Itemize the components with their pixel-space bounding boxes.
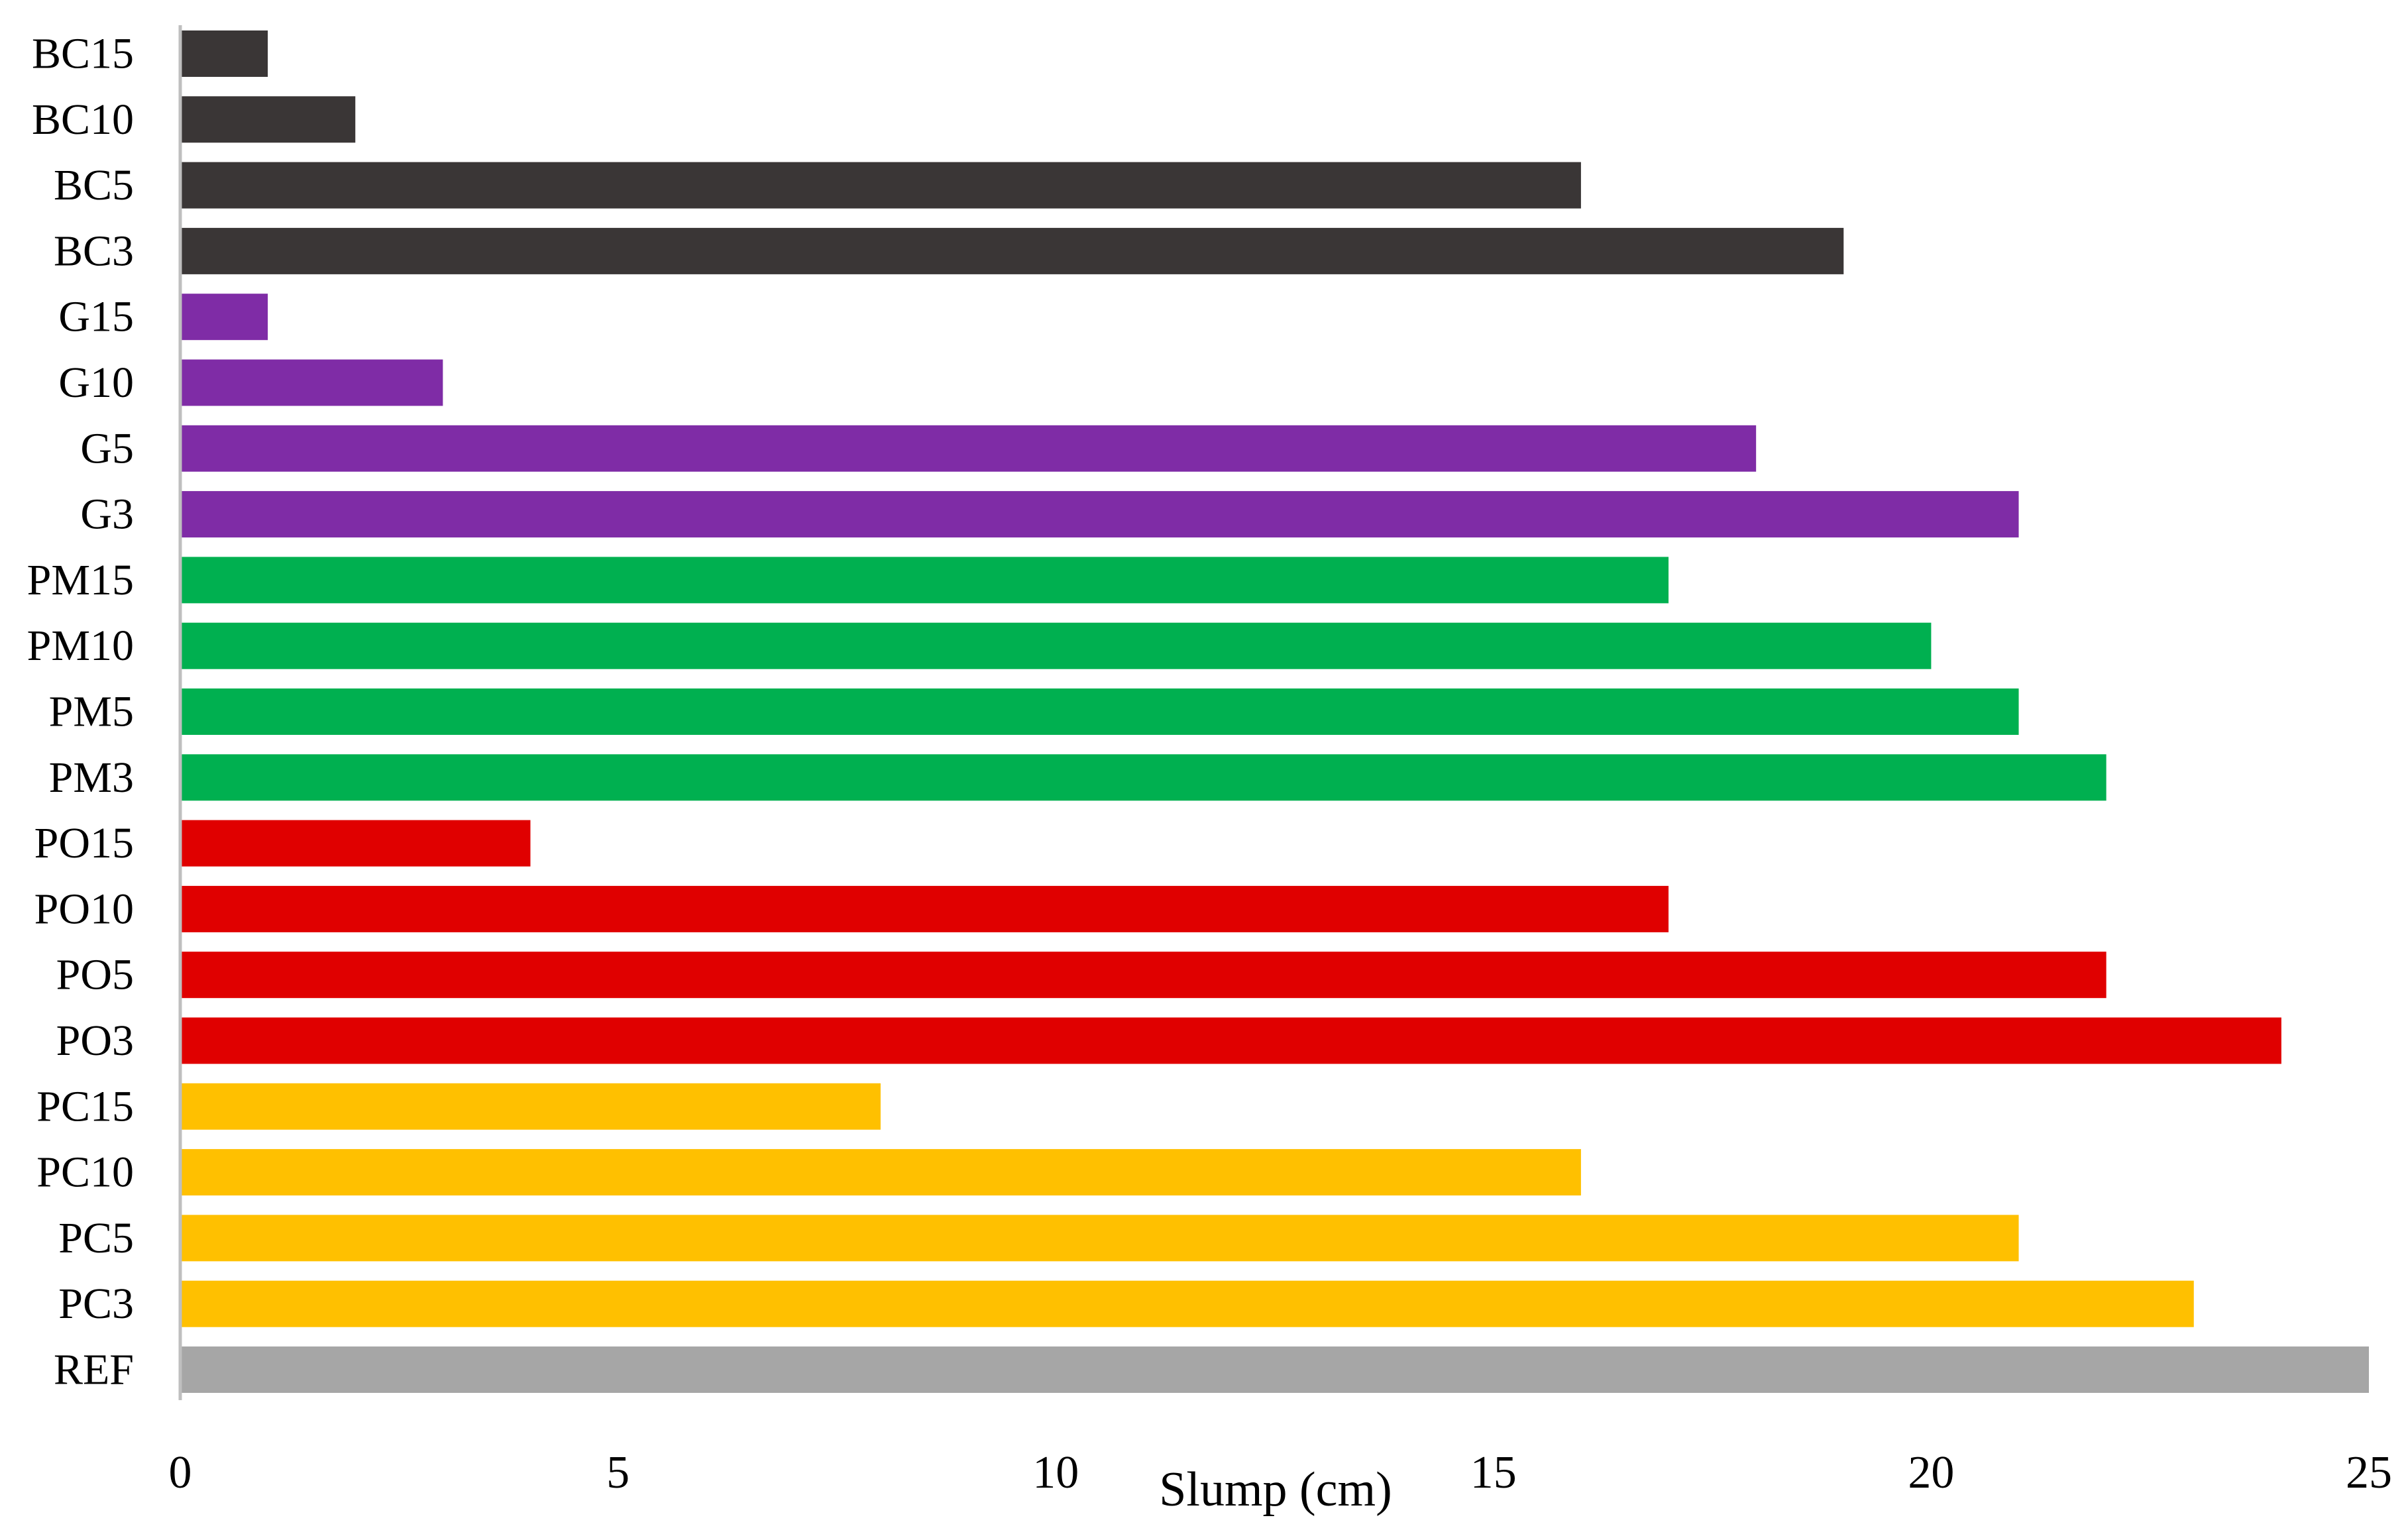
category-label-g5: G5 — [80, 424, 134, 472]
category-label-ref: REF — [54, 1346, 134, 1394]
x-tick-label-20: 20 — [1908, 1447, 1954, 1498]
bar-po15 — [180, 820, 531, 867]
bar-pc15 — [180, 1083, 881, 1130]
x-tick-label-0: 0 — [169, 1447, 192, 1498]
x-tick-label-25: 25 — [2346, 1447, 2392, 1498]
x-tick-labels: 0 5 10 15 20 25 — [169, 1447, 2393, 1498]
category-label-bc10: BC10 — [32, 95, 134, 144]
bar-bc10 — [180, 96, 356, 143]
category-label-pc5: PC5 — [58, 1214, 134, 1262]
category-label-po10: PO10 — [34, 885, 134, 933]
category-label-pc10: PC10 — [36, 1148, 134, 1197]
category-labels: BC15 BC10 BC5 BC3 G15 G10 G5 G3 PM15 PM10 PM5 PM3 PO… — [27, 30, 134, 1394]
bar-g3 — [180, 491, 2019, 538]
category-label-bc15: BC15 — [32, 30, 134, 78]
bar-po5 — [180, 952, 2107, 999]
bar-pm5 — [180, 688, 2019, 735]
category-label-g15: G15 — [58, 293, 134, 341]
category-label-pm10: PM10 — [27, 622, 134, 670]
category-label-pm15: PM15 — [27, 556, 134, 604]
bar-pc10 — [180, 1149, 1581, 1196]
category-label-bc3: BC3 — [54, 227, 134, 275]
category-label-g10: G10 — [58, 358, 134, 407]
bar-po3 — [180, 1017, 2281, 1064]
category-label-g3: G3 — [80, 490, 134, 539]
bar-bc5 — [180, 162, 1581, 209]
bar-pc5 — [180, 1215, 2019, 1262]
bar-g10 — [180, 359, 443, 406]
bar-bc15 — [180, 30, 268, 77]
bar-bc3 — [180, 227, 1844, 274]
bar-po10 — [180, 885, 1669, 932]
category-label-po3: PO3 — [56, 1016, 134, 1065]
bar-pc3 — [180, 1280, 2194, 1327]
category-label-pc3: PC3 — [58, 1280, 134, 1328]
bar-g5 — [180, 425, 1757, 472]
x-tick-label-15: 15 — [1470, 1447, 1517, 1498]
category-label-po15: PO15 — [34, 819, 134, 867]
category-label-pc15: PC15 — [36, 1082, 134, 1130]
bar-g15 — [180, 294, 268, 341]
bars-layer — [180, 30, 2369, 1393]
x-axis-title: Slump (cm) — [1159, 1462, 1392, 1517]
x-tick-label-5: 5 — [606, 1447, 629, 1498]
category-label-pm5: PM5 — [49, 688, 134, 736]
category-label-bc5: BC5 — [54, 161, 134, 209]
bar-pm15 — [180, 557, 1669, 604]
bar-pm10 — [180, 622, 1932, 669]
bar-pm3 — [180, 754, 2107, 801]
category-label-pm3: PM3 — [49, 753, 134, 802]
category-label-po5: PO5 — [56, 951, 134, 999]
x-tick-label-10: 10 — [1032, 1447, 1079, 1498]
bar-ref — [180, 1346, 2369, 1393]
